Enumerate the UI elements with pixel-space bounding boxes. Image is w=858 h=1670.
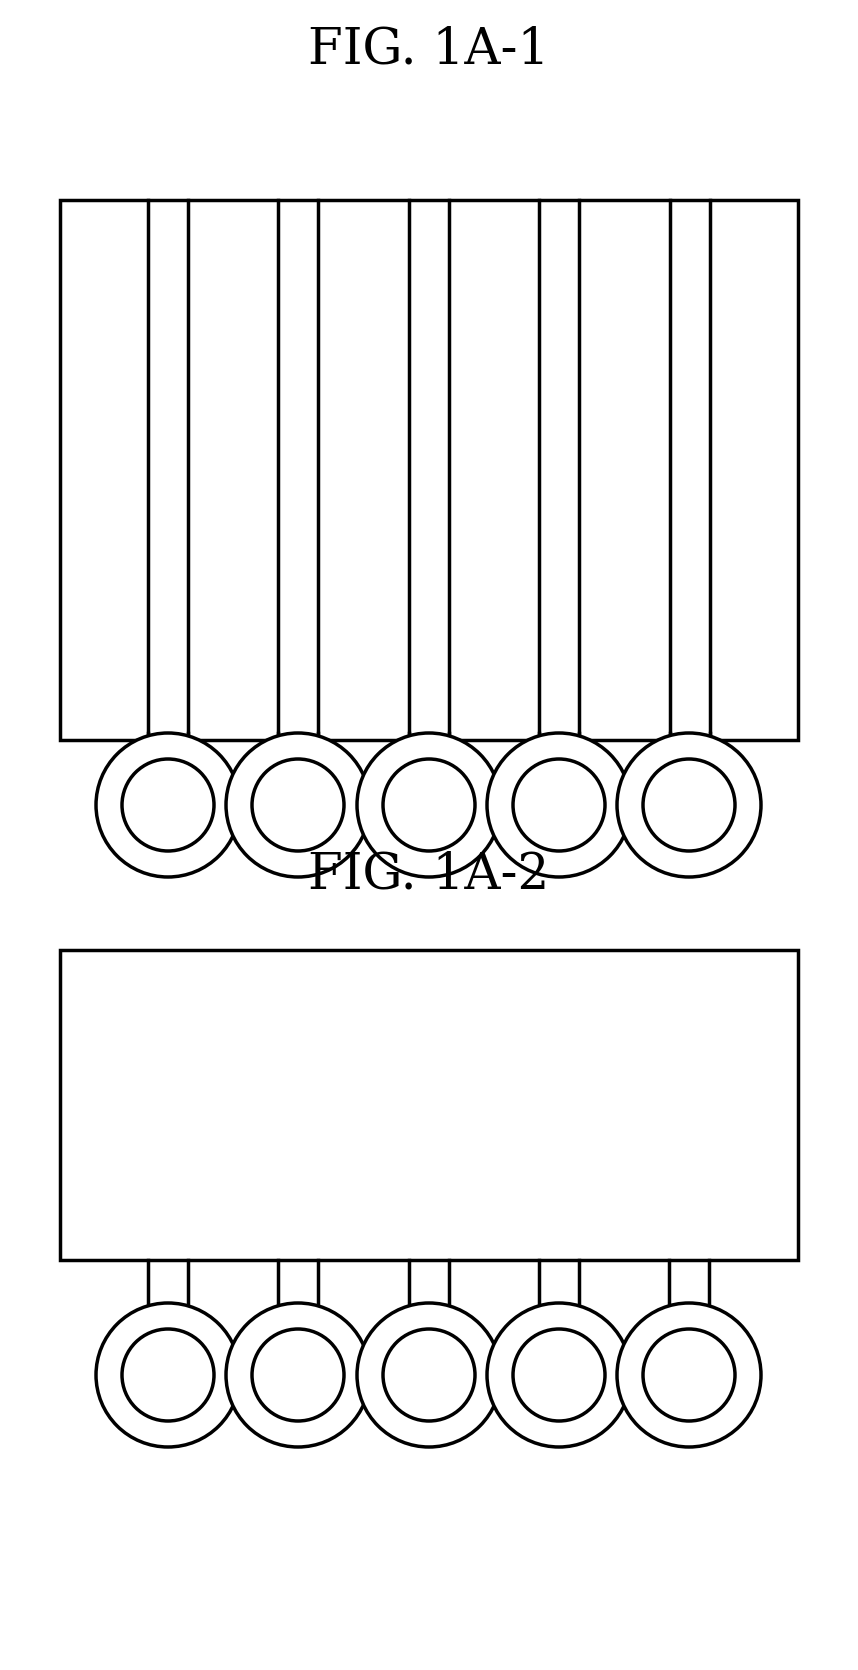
Circle shape — [617, 733, 761, 877]
Circle shape — [96, 733, 240, 877]
Circle shape — [226, 733, 370, 877]
Circle shape — [122, 1329, 214, 1421]
Circle shape — [487, 733, 631, 877]
Circle shape — [513, 758, 605, 852]
Circle shape — [513, 1329, 605, 1421]
Text: FIG. 1A-1: FIG. 1A-1 — [308, 25, 550, 75]
Circle shape — [357, 733, 501, 877]
Text: FIG. 1A-2: FIG. 1A-2 — [308, 850, 550, 900]
Circle shape — [383, 758, 475, 852]
Circle shape — [643, 1329, 735, 1421]
Circle shape — [122, 758, 214, 852]
Circle shape — [226, 1303, 370, 1446]
Circle shape — [357, 1303, 501, 1446]
Circle shape — [643, 758, 735, 852]
Bar — [60, 950, 798, 1259]
Circle shape — [252, 1329, 344, 1421]
Bar — [60, 200, 798, 740]
Circle shape — [487, 1303, 631, 1446]
Circle shape — [617, 1303, 761, 1446]
Circle shape — [252, 758, 344, 852]
Circle shape — [96, 1303, 240, 1446]
Circle shape — [383, 1329, 475, 1421]
